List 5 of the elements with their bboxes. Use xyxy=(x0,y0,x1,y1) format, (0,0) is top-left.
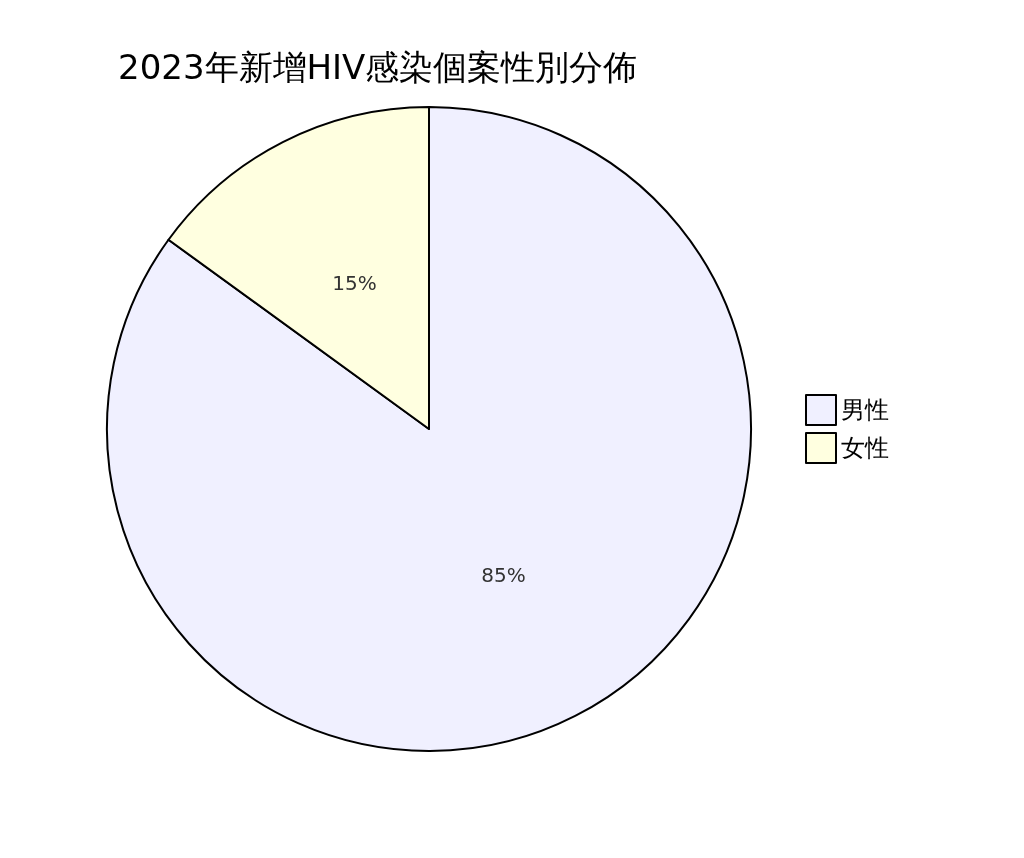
legend-label: 男性 xyxy=(841,396,889,424)
data-label: 85% xyxy=(481,563,526,588)
legend-label: 女性 xyxy=(841,434,889,462)
chart-title: 2023年新增HIV感染個案性別分佈 xyxy=(118,47,638,87)
data-label: 15% xyxy=(332,270,377,295)
